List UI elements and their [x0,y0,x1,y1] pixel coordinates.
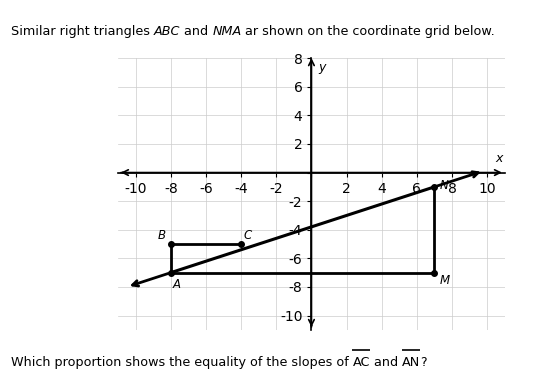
Text: x: x [496,152,503,165]
Text: ABC: ABC [154,25,180,38]
Text: ar shown on the coordinate grid below.: ar shown on the coordinate grid below. [242,25,495,38]
Text: AN: AN [402,356,420,369]
Text: Similar right triangles: Similar right triangles [11,25,154,38]
Text: y: y [318,61,326,74]
Text: N: N [440,179,448,192]
Text: M: M [440,274,450,287]
Text: C: C [244,229,252,242]
Text: AC: AC [352,356,370,369]
Text: NMA: NMA [212,25,242,38]
Text: and: and [180,25,212,38]
Text: ?: ? [420,356,427,369]
Text: and: and [370,356,402,369]
Text: A: A [172,278,180,291]
Text: B: B [157,229,165,242]
Text: Which proportion shows the equality of the slopes of: Which proportion shows the equality of t… [11,356,352,369]
